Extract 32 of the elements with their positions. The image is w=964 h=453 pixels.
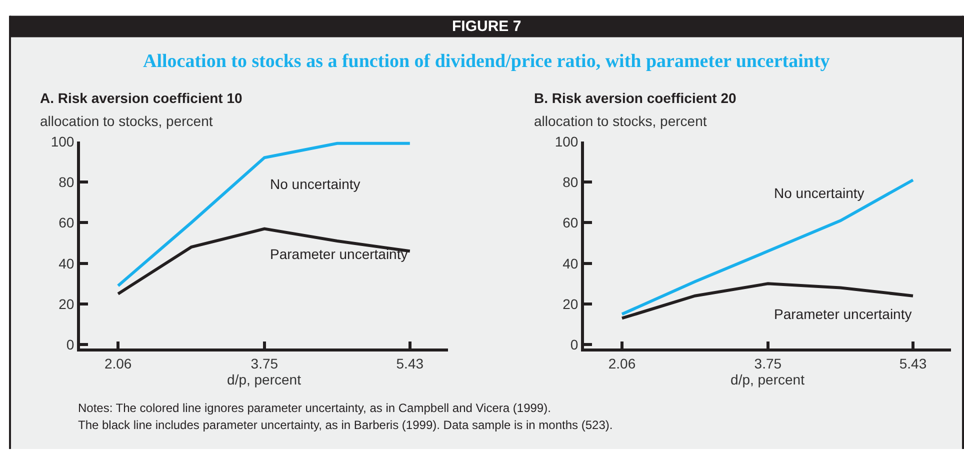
- x-tick-label: 2.06: [608, 356, 636, 372]
- y-tick-label: 0: [570, 336, 578, 353]
- series-label: No uncertainty: [774, 185, 864, 201]
- y-tick-label: 80: [58, 174, 74, 190]
- y-tick-label: 60: [562, 214, 578, 231]
- y-tick-label: 40: [562, 255, 578, 272]
- series-label: Parameter uncertainty: [270, 246, 408, 262]
- y-tick-label: 100: [50, 133, 74, 150]
- y-tick-label: 20: [562, 296, 578, 312]
- text: Allocation to stocks as a function of dividend/price ratio, with parameter uncertainty: [143, 51, 830, 72]
- y-tick-label: 0: [66, 336, 74, 353]
- x-tick-label: 5.43: [396, 356, 424, 372]
- text: Notes: The colored line ignores parameter uncertainty, as in Campbell and Vicera (1999).: [78, 401, 551, 415]
- x-axis-title: d/p, percent: [730, 372, 805, 388]
- caption: FIGURE 7: [452, 18, 522, 35]
- x-tick-label: 5.43: [899, 356, 927, 372]
- x-tick-label: 3.75: [754, 356, 782, 372]
- chart-title: B. Risk aversion coefficient 20: [534, 90, 737, 106]
- series-label: Parameter uncertainty: [774, 306, 912, 322]
- text: The black line includes parameter uncertainty, as in Barberis (1999). Data sample is in months (523).: [78, 418, 613, 432]
- y-tick-label: 60: [58, 214, 74, 231]
- y-tick-label: 100: [554, 133, 578, 150]
- y-axis-title: allocation to stocks, percent: [534, 113, 707, 129]
- y-tick-label: 40: [58, 255, 74, 272]
- x-tick-label: 2.06: [104, 356, 132, 372]
- y-tick-label: 80: [562, 174, 578, 190]
- y-tick-label: 20: [58, 296, 74, 312]
- y-axis-title: allocation to stocks, percent: [40, 113, 213, 129]
- x-axis-title: d/p, percent: [227, 372, 302, 388]
- series-label: No uncertainty: [270, 176, 360, 192]
- x-tick-label: 3.75: [250, 356, 278, 372]
- chart-title: A. Risk aversion coefficient 10: [40, 90, 243, 106]
